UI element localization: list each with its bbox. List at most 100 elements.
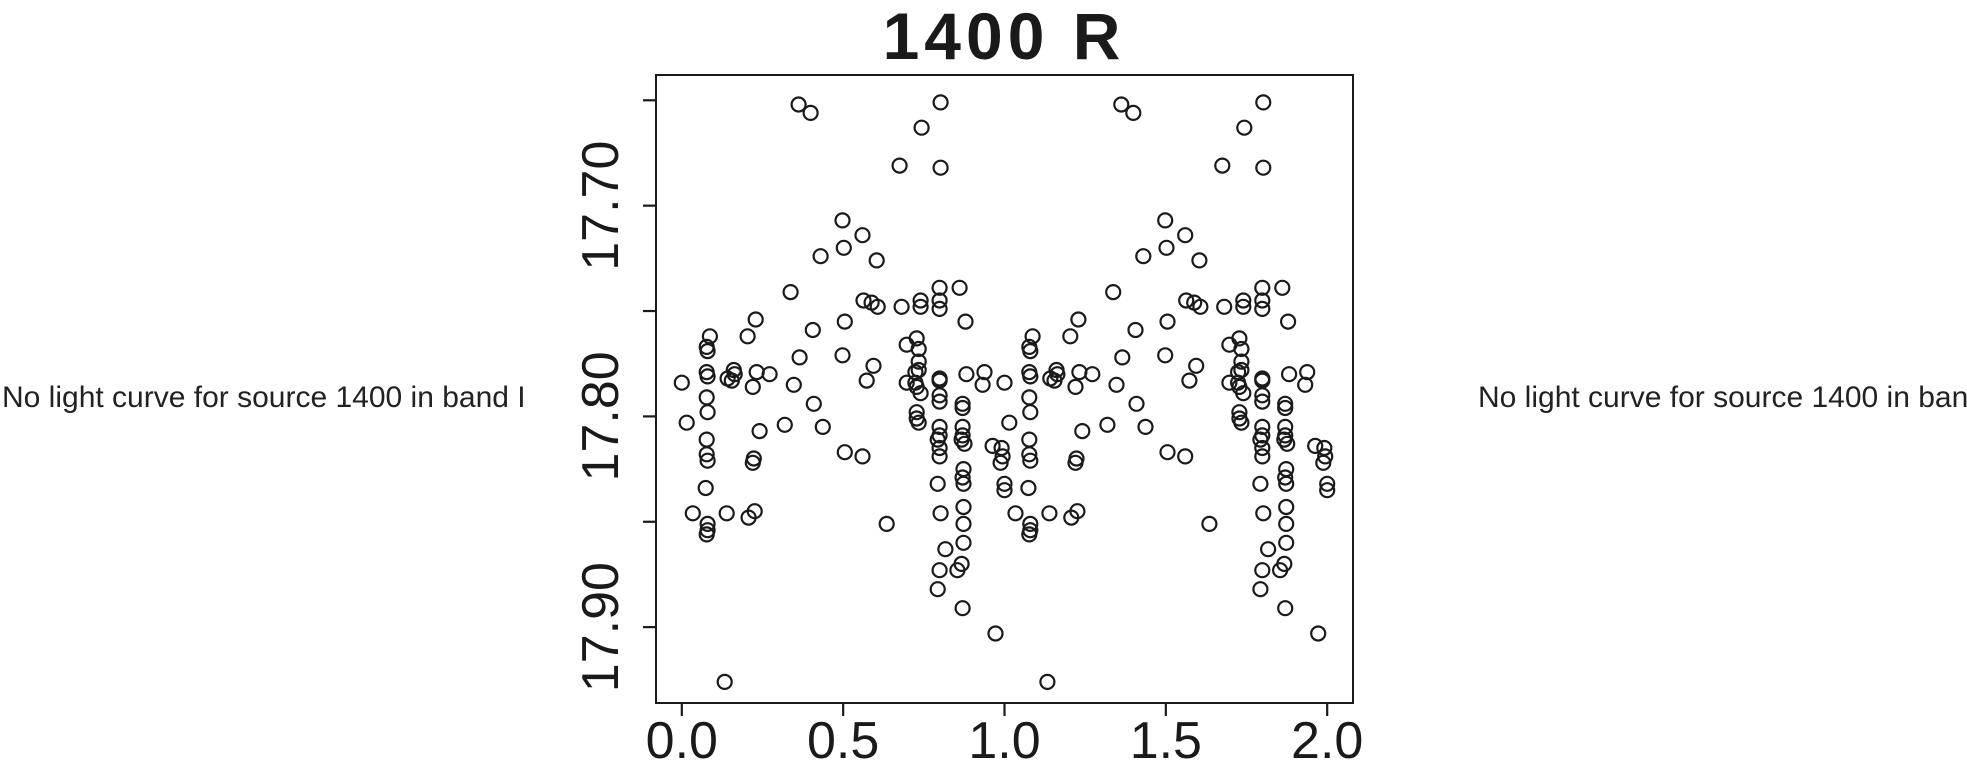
data-point xyxy=(1310,625,1327,642)
data-point xyxy=(953,555,970,573)
data-point xyxy=(1233,414,1250,431)
data-point xyxy=(835,239,852,256)
data-point xyxy=(1233,340,1250,358)
data-point xyxy=(834,347,851,364)
data-point xyxy=(698,431,715,448)
data-point xyxy=(878,515,895,533)
data-point xyxy=(1071,364,1088,381)
data-point xyxy=(1252,475,1269,492)
data-point xyxy=(1192,298,1209,315)
data-point xyxy=(992,454,1009,471)
data-point xyxy=(931,300,948,317)
data-point xyxy=(684,505,701,522)
data-point xyxy=(1024,328,1041,345)
data-point xyxy=(699,515,716,533)
data-point xyxy=(746,503,763,520)
data-point xyxy=(1158,239,1175,256)
data-point xyxy=(1201,515,1218,533)
data-point xyxy=(1181,372,1198,389)
data-point xyxy=(1178,292,1195,309)
data-point xyxy=(698,389,715,406)
data-point xyxy=(748,364,765,381)
data-point xyxy=(698,526,715,543)
data-point xyxy=(912,298,929,315)
data-point xyxy=(1319,482,1336,499)
data-point xyxy=(699,452,716,469)
data-point xyxy=(1084,366,1101,383)
data-point xyxy=(1278,475,1295,492)
no-light-curve-band-i-note: No light curve for source 1400 in band I xyxy=(2,381,526,414)
data-point xyxy=(996,475,1013,492)
data-point xyxy=(954,600,971,617)
data-point xyxy=(1297,376,1314,393)
data-point xyxy=(1070,311,1087,328)
data-point xyxy=(953,431,970,448)
data-point xyxy=(1216,298,1233,315)
data-point xyxy=(929,581,946,598)
data-point xyxy=(994,448,1011,465)
data-point xyxy=(931,439,948,457)
data-point xyxy=(814,418,831,435)
data-point xyxy=(908,404,925,421)
data-point xyxy=(858,372,875,389)
data-point xyxy=(931,387,948,404)
data-point xyxy=(1277,600,1294,617)
data-point xyxy=(1127,321,1144,339)
data-point xyxy=(1252,581,1269,598)
data-point xyxy=(804,321,821,339)
data-point xyxy=(913,119,930,136)
data-point xyxy=(805,395,822,412)
data-point xyxy=(932,159,949,176)
data-point xyxy=(910,353,927,370)
data-point xyxy=(855,292,872,309)
data-point xyxy=(954,395,971,412)
data-point xyxy=(744,378,761,395)
data-point xyxy=(1135,248,1152,265)
data-point xyxy=(1022,368,1039,385)
data-point xyxy=(974,376,991,393)
data-point xyxy=(910,340,927,358)
data-point xyxy=(1231,404,1248,421)
data-point xyxy=(898,374,915,391)
data-point xyxy=(836,444,853,461)
data-point xyxy=(1254,393,1271,410)
data-point xyxy=(785,376,802,393)
data-point xyxy=(1255,94,1272,111)
data-point xyxy=(1157,212,1174,229)
data-point xyxy=(893,298,910,315)
data-point xyxy=(912,385,929,402)
data-point xyxy=(1315,454,1332,471)
x-tick-label: 0.5 xyxy=(807,712,879,762)
data-point xyxy=(1039,673,1056,691)
data-point xyxy=(1157,347,1174,364)
data-point xyxy=(1125,104,1142,122)
data-point xyxy=(1277,469,1294,486)
data-point xyxy=(701,328,719,345)
data-point xyxy=(869,298,886,315)
data-point xyxy=(723,372,740,389)
data-point xyxy=(1276,431,1293,448)
data-point xyxy=(1022,452,1039,469)
data-point xyxy=(1128,395,1145,412)
data-point xyxy=(716,673,733,691)
data-point xyxy=(1235,292,1252,309)
data-point xyxy=(1277,418,1294,435)
data-point xyxy=(1254,562,1271,579)
data-point xyxy=(1259,541,1277,558)
data-point xyxy=(1277,399,1294,417)
data-point xyxy=(1254,387,1271,404)
data-point xyxy=(955,475,972,492)
y-tick-label: 17.90 xyxy=(572,562,630,692)
data-point xyxy=(718,505,735,522)
data-point xyxy=(868,252,885,269)
data-point xyxy=(1099,416,1116,433)
data-point xyxy=(1001,414,1018,431)
data-point xyxy=(1022,404,1039,421)
data-point xyxy=(1159,313,1176,330)
data-point xyxy=(1280,366,1298,383)
data-point xyxy=(954,399,971,417)
data-point xyxy=(1021,526,1038,543)
data-point xyxy=(987,625,1004,642)
data-point xyxy=(673,374,690,391)
